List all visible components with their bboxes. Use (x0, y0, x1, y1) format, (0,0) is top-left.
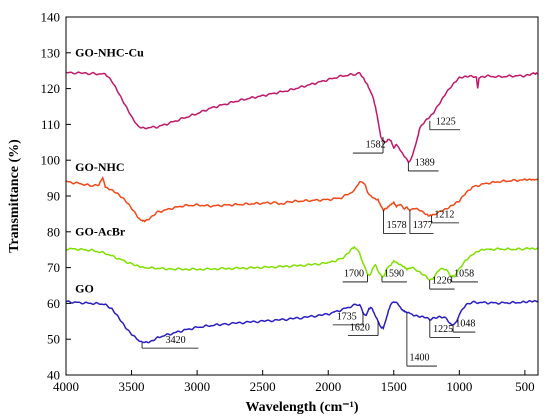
series-line-go-nhc (65, 175, 539, 223)
series-line-go-nhc-cu (65, 71, 539, 163)
x-tick-label: 500 (515, 379, 535, 394)
x-tick-label: 4000 (53, 379, 79, 394)
series-label-go-nhc-cu: GO-NHC-Cu (75, 45, 144, 59)
series-line-go (65, 299, 539, 344)
y-axis-title: Transmittance (%) (7, 139, 22, 253)
x-tick-label: 3500 (119, 379, 145, 394)
y-tick-label: 130 (41, 45, 61, 60)
y-tick-label: 50 (47, 332, 60, 347)
y-tick-label: 80 (47, 224, 60, 239)
x-tick-label: 2500 (250, 379, 276, 394)
y-tick-label: 70 (47, 260, 60, 275)
peak-label-1212: 1212 (434, 209, 454, 220)
y-tick-label: 120 (41, 81, 61, 96)
peak-label-1225: 1225 (433, 324, 453, 335)
peak-label-1225: 1225 (436, 116, 456, 127)
x-tick-label: 1000 (446, 379, 472, 394)
y-tick-label: 140 (41, 10, 61, 25)
series-line-go-acbr (65, 245, 539, 282)
series-label-go: GO (75, 282, 94, 296)
series-label-go-nhc: GO-NHC (75, 160, 124, 174)
tick-layer: 4000 3500 3000 2500 2000 1500 1000 500 40 50 60 70 8… (41, 10, 535, 395)
peak-label-1389: 1389 (415, 158, 435, 169)
peak-label-1058: 1058 (454, 269, 474, 280)
y-tick-label: 90 (47, 189, 60, 204)
y-tick-label: 60 (47, 296, 60, 311)
series-label-go-acbr: GO-AcBr (75, 224, 126, 238)
peak-label-3420: 3420 (166, 335, 186, 346)
peak-label-1377: 1377 (413, 220, 433, 231)
y-tick-label: 100 (41, 153, 61, 168)
peak-label-1578: 1578 (387, 220, 407, 231)
peak-label-1048: 1048 (455, 319, 475, 330)
peak-label-1735: 1735 (337, 312, 357, 323)
peak-label-1400: 1400 (410, 353, 430, 364)
peak-label-1700: 1700 (344, 269, 364, 280)
x-tick-label: 3000 (184, 379, 210, 394)
x-tick-label: 1500 (381, 379, 407, 394)
peak-label-1582: 1582 (366, 140, 386, 151)
y-tick-label: 40 (47, 368, 60, 383)
series-layer (65, 71, 539, 344)
y-tick-label: 110 (41, 117, 60, 132)
peak-label-1226: 1226 (432, 276, 452, 287)
x-tick-label: 2000 (315, 379, 341, 394)
x-axis-title: Wavelength (cm⁻¹) (245, 400, 358, 415)
peak-label-1620: 1620 (350, 322, 370, 333)
series-label-layer: GO-NHC-Cu GO-NHC GO-AcBr GO (75, 45, 144, 295)
peak-label-1590: 1590 (384, 269, 404, 280)
